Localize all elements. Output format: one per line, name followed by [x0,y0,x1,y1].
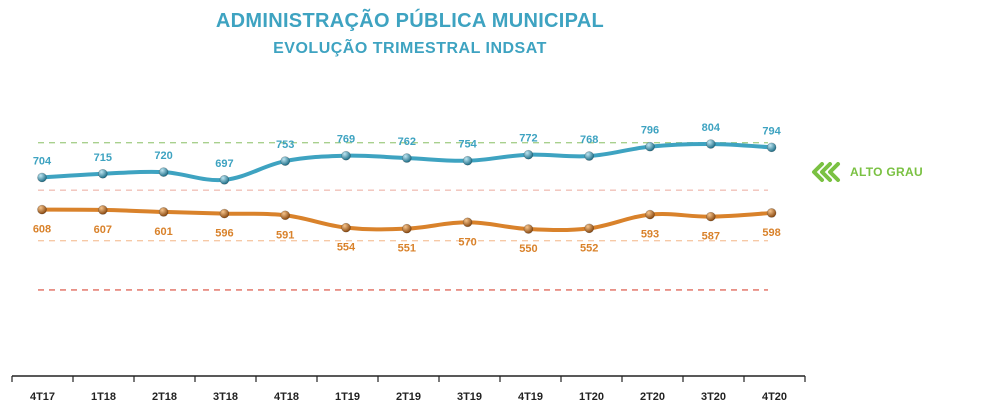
series-blue-point [766,142,777,153]
series-orange-value-label: 596 [215,228,233,240]
x-tick-label: 3T18 [213,391,238,403]
series-blue-value-label: 715 [94,152,112,164]
series-blue-point [280,156,291,166]
x-tick-label: 1T20 [579,391,604,403]
series-orange-value-label: 570 [458,236,476,248]
x-tick-label: 2T19 [396,391,421,403]
data-labels: 704 715 720 697 753 769 762 754 772 768 796 804 794 6… [33,122,782,255]
series-blue-point [219,175,230,185]
series-orange-point [37,204,47,215]
series-orange-point [645,209,655,220]
x-tick-label: 4T20 [762,391,787,403]
series-orange-point [158,207,169,217]
series-orange-value-label: 601 [154,226,172,238]
series-orange-point [401,223,412,234]
series-blue-value-label: 769 [337,134,355,146]
series-blue-point [401,153,412,163]
series-blue-value-label: 804 [702,122,721,134]
chart-subtitle: EVOLUÇÃO TRIMESTRAL INDSAT [273,40,547,57]
series-blue-value-label: 754 [458,139,477,151]
series-orange-point [280,210,291,221]
series-blue-point [462,155,473,166]
x-tick-label: 4T19 [518,391,543,403]
alto-grau-legend: ALTO GRAU [808,160,923,184]
series-orange-value-label: 554 [337,242,356,254]
series-blue-point [158,167,169,177]
series-orange-point [98,205,108,215]
series-blue-point [341,150,351,161]
series-blue-value-label: 772 [519,133,537,145]
series-orange-point [462,217,473,228]
series-orange-point [584,223,595,234]
series-orange-value-label: 551 [398,243,416,255]
series-orange-value-label: 598 [762,227,780,239]
series-orange-point [219,208,230,219]
x-tick-label: 3T19 [457,391,482,403]
series-blue-value-label: 720 [154,150,172,162]
double-chevron-left-icon [812,162,840,182]
series-blue-value-label: 768 [580,134,598,146]
series-blue-point [98,168,108,179]
series-orange-value-label: 607 [94,224,112,236]
reference-lines [38,141,768,291]
series-orange-value-label: 608 [33,224,51,236]
series-blue-value-label: 762 [398,136,416,148]
series-orange-point [523,224,534,234]
x-tick-label: 2T20 [640,391,665,403]
series-blue-value-label: 697 [215,158,233,170]
chart-title: ADMINISTRAÇÃO PÚBLICA MUNICIPAL [215,10,605,32]
series-blue-point [37,172,47,183]
series-orange-point [766,208,777,218]
series-orange-point [705,211,716,222]
series-orange-value-label: 593 [641,229,659,241]
series-blue-value-label: 753 [276,139,294,151]
x-tick-label: 1T18 [91,391,116,403]
x-tick-label: 4T17 [30,391,55,403]
series-orange-value-label: 587 [702,231,720,243]
alto-grau-label: ALTO GRAU [850,165,923,179]
x-axis: 4T17 1T18 2T18 3T18 4T18 1T19 2T19 3T19 4T19 1T20… [11,375,806,403]
x-tick-label: 2T18 [152,391,177,403]
x-tick-label: 3T20 [701,391,726,403]
series-blue-point [705,139,716,149]
series-blue-point [645,141,655,152]
series-orange-value-label: 591 [276,229,294,241]
series-blue-value-label: 796 [641,125,659,137]
series-blue-value-label: 794 [762,125,781,137]
series-blue-value-label: 704 [33,155,52,167]
x-tick-label: 1T19 [335,391,360,403]
data-points [37,139,777,234]
series-blue-point [523,149,534,160]
series-blue-point [584,151,595,161]
x-tick-label: 4T18 [274,391,299,403]
series-orange-value-label: 552 [580,242,598,254]
series-orange-value-label: 550 [519,243,537,255]
series-orange-point [341,222,351,233]
